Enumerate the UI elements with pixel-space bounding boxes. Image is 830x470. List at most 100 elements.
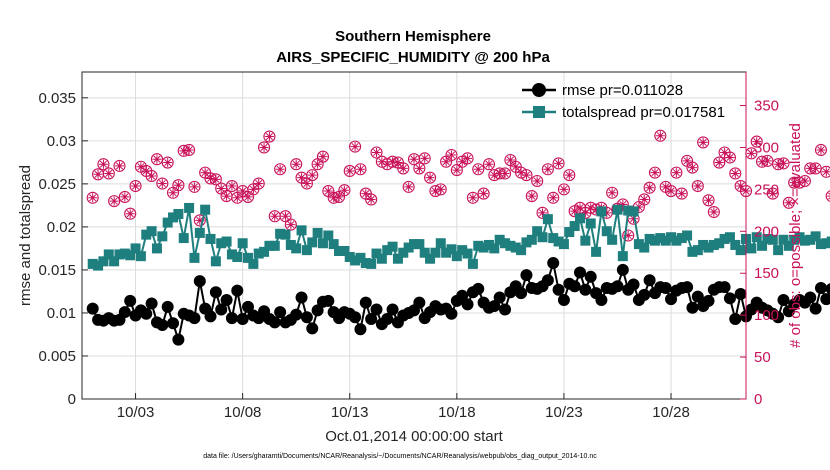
totalspread-point [173, 208, 184, 219]
rmse-point [809, 302, 822, 315]
rmse-point [702, 294, 715, 307]
totalspread-point [392, 253, 403, 264]
rmse-point [520, 269, 533, 282]
obs-evaluated-point [318, 152, 328, 162]
obs-evaluated-point [125, 209, 135, 219]
rmse-point [274, 306, 287, 319]
totalspread-point [778, 234, 789, 245]
obs-evaluated-point [623, 231, 633, 240]
obs-possible-point [482, 158, 496, 171]
rmse-point [723, 292, 736, 305]
obs-evaluated-point [661, 182, 671, 192]
rmse-point [306, 322, 319, 335]
x-axis-label: Oct.01,2014 00:00:00 start [325, 428, 503, 445]
totalspread-point [398, 247, 409, 258]
obs-possible-point [648, 166, 662, 179]
rmse-point [584, 270, 597, 283]
obs-possible-point [188, 180, 201, 193]
obs-evaluated-point [168, 188, 178, 198]
rmse-point [814, 281, 827, 294]
totalspread-point [419, 247, 430, 258]
rmse-point [686, 301, 699, 314]
obs-evaluated-point [720, 147, 730, 157]
obs-possible-point [370, 146, 383, 159]
totalspread-point [607, 234, 618, 245]
obs-evaluated-point [634, 202, 644, 212]
obs-possible-point [274, 163, 287, 176]
obs-possible-point [782, 196, 795, 209]
obs-evaluated-point [366, 194, 376, 204]
obs-evaluated-point [511, 162, 521, 172]
obs-evaluated-point [671, 168, 681, 178]
totalspread-point [135, 251, 146, 262]
totalspread-point [194, 227, 205, 238]
rmse-point [386, 303, 399, 316]
obs-evaluated-point [404, 182, 414, 192]
rmse-point [472, 282, 485, 295]
y2-tick-label: 300 [754, 139, 779, 156]
y-tick-label: 0.015 [38, 262, 76, 279]
obs-evaluated-point [505, 155, 515, 165]
rmse-point [568, 280, 581, 293]
obs-evaluated-point [816, 145, 826, 155]
obs-evaluated-point [206, 173, 216, 183]
totalspread-point [184, 202, 195, 213]
obs-possible-point [365, 193, 378, 206]
obs-evaluated-point [500, 168, 510, 178]
obs-evaluated-point [114, 161, 124, 171]
rmse-point [365, 312, 378, 325]
obs-possible-point [622, 229, 635, 242]
obs-possible-point [713, 156, 726, 169]
rmse-point [413, 296, 426, 309]
obs-evaluated-point [430, 186, 440, 196]
obs-evaluated-point [698, 137, 708, 147]
y2-tick-label: 100 [754, 307, 779, 324]
obs-evaluated-point [313, 159, 323, 169]
totalspread-point [162, 217, 173, 228]
legend-entry-totalspread: totalspread pr=0.017581 [522, 104, 725, 121]
obs-possible-point [225, 179, 238, 193]
totalspread-point [692, 245, 703, 256]
obs-possible-point [129, 179, 142, 193]
obs-possible-point [820, 165, 830, 178]
rmse-point [193, 275, 206, 288]
totalspread-point [735, 245, 746, 256]
obs-evaluated-point [452, 165, 462, 175]
obs-evaluated-point [709, 207, 719, 217]
totalspread-point [414, 239, 425, 250]
obs-evaluated-point [468, 193, 478, 203]
obs-evaluated-point [800, 176, 810, 186]
y-tick-label: 0.03 [47, 133, 76, 150]
totalspread-point [516, 245, 527, 256]
rmse-point [145, 297, 158, 310]
obs-evaluated-point [564, 170, 574, 180]
obs-possible-point [349, 140, 362, 153]
totalspread-point [542, 214, 553, 225]
totalspread-point [146, 226, 157, 237]
rmse-point [777, 294, 790, 307]
obs-possible-point [654, 129, 667, 142]
y2-tick-label: 0 [754, 391, 762, 408]
obs-evaluated-point [264, 132, 274, 142]
legend-label: totalspread pr=0.017581 [562, 104, 725, 121]
totalspread-point [210, 256, 221, 267]
obs-evaluated-point [254, 179, 264, 189]
obs-possible-point [638, 193, 651, 206]
totalspread-point [130, 243, 141, 254]
totalspread-point [601, 226, 612, 237]
rmse-point [488, 300, 501, 313]
rmse-point [804, 291, 817, 304]
totalspread-point [248, 258, 259, 269]
obs-evaluated-point [243, 192, 253, 202]
rmse-point [215, 303, 228, 316]
rmse-point [349, 311, 362, 324]
rmse-point [557, 294, 570, 307]
rmse-point [734, 288, 747, 301]
rmse-point [772, 311, 785, 324]
rmse-point [370, 303, 383, 316]
totalspread-point [596, 206, 607, 217]
obs-evaluated-point [436, 184, 446, 194]
obs-evaluated-point [270, 211, 280, 221]
obs-evaluated-point [527, 191, 537, 201]
totalspread-point [323, 230, 334, 241]
